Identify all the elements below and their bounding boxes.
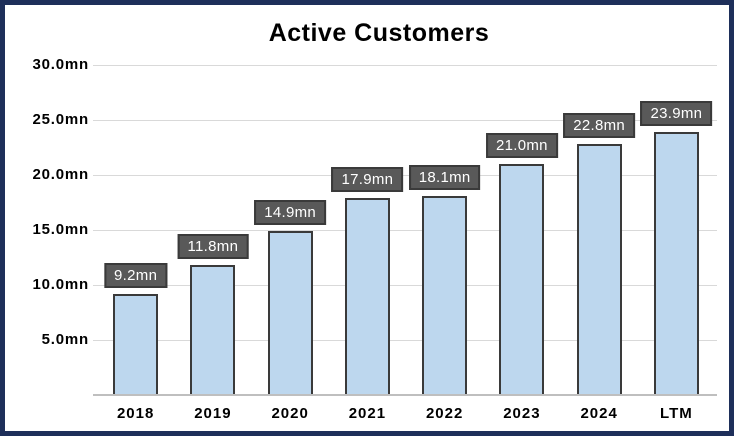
y-axis-tick-label: 15.0mn (32, 221, 89, 238)
bar (344, 198, 390, 394)
x-axis-tick-label: 2019 (194, 405, 232, 422)
gridline (93, 285, 717, 286)
y-axis-tick-label: 20.0mn (32, 166, 89, 183)
bar-value-label: 21.0mn (485, 133, 558, 158)
bar (422, 195, 468, 394)
bar-value-label: 17.9mn (331, 167, 404, 193)
x-axis-tick-label: 2023 (503, 405, 541, 422)
x-axis-tick-label: 2021 (348, 405, 387, 422)
bar (653, 132, 699, 394)
y-axis-tick-label: 10.0mn (32, 276, 89, 293)
bar-value-label: 14.9mn (254, 200, 327, 226)
x-axis-tick-label: 2020 (271, 405, 309, 422)
y-axis-tick-label: 5.0mn (41, 331, 89, 348)
gridline (93, 120, 717, 121)
y-axis-tick-label: 30.0mn (32, 56, 89, 73)
x-axis-tick-label: 2022 (425, 405, 464, 422)
x-axis-tick-label: LTM (660, 405, 693, 422)
x-axis-line (93, 394, 717, 396)
bar (576, 144, 622, 394)
bar-value-label: 23.9mn (640, 101, 713, 127)
bar-value-label: 18.1mn (408, 164, 481, 190)
y-axis-tick-label: 25.0mn (32, 111, 89, 128)
gridline (93, 230, 717, 231)
gridline (93, 175, 717, 176)
x-axis-tick-label: 2024 (580, 405, 618, 422)
bar (113, 293, 159, 394)
bar (499, 164, 545, 394)
bar-value-label: 11.8mn (177, 234, 249, 260)
gridline (93, 340, 717, 341)
gridline (93, 65, 717, 66)
bar (267, 231, 313, 394)
bar-value-label: 22.8mn (563, 113, 636, 139)
plot-area: 5.0mn 10.0mn 15.0mn 20.0mn 25.0mn 30.0mn 9.2mn… (5, 5, 729, 431)
bar-value-label: 9.2mn (104, 262, 168, 288)
x-axis-tick-label: 2018 (116, 405, 155, 422)
bar (190, 265, 236, 394)
chart-title: Active Customers (268, 19, 490, 47)
